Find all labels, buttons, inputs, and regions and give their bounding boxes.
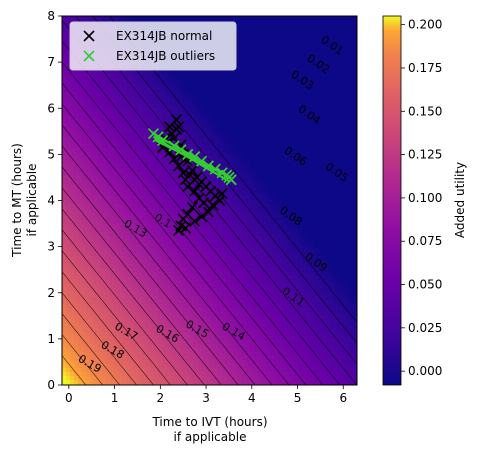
- legend-marker-normal: [83, 30, 95, 42]
- y-tick-label: 7: [47, 55, 55, 69]
- colorbar-tick-label: 0.100: [408, 191, 442, 205]
- colorbar-tick-label: 0.075: [408, 234, 442, 248]
- legend-box: [69, 21, 237, 71]
- y-axis-label-line2: if applicable: [25, 164, 39, 237]
- y-tick-label: 5: [47, 147, 55, 161]
- y-tick-label: 6: [47, 101, 55, 115]
- y-tick-label: 2: [47, 286, 55, 300]
- y-axis-ticks: 0 1 2 3 4 5 6 7 8: [47, 9, 62, 392]
- colorbar: 0.000 0.025 0.050 0.075 0.100 0.125 0.150 0.175…: [382, 15, 467, 386]
- y-tick-label: 8: [47, 9, 55, 23]
- data-point: [177, 167, 189, 179]
- data-point: [209, 163, 221, 175]
- colorbar-tick-label: 0.200: [408, 18, 442, 32]
- data-point: [202, 160, 214, 172]
- x-tick-label: 3: [202, 391, 210, 405]
- legend-marker-outliers: [83, 50, 95, 62]
- x-tick-label: 1: [111, 391, 119, 405]
- data-point: [188, 215, 201, 227]
- data-point: [186, 201, 198, 214]
- data-point: [184, 169, 196, 181]
- colorbar-tick-label: 0.050: [408, 278, 442, 292]
- y-tick-label: 3: [47, 240, 55, 254]
- x-tick-label: 2: [157, 391, 165, 405]
- scatter-markers: [147, 114, 237, 237]
- data-point: [179, 222, 192, 234]
- data-point: [221, 169, 233, 181]
- data-point: [214, 194, 226, 207]
- data-point: [195, 155, 208, 167]
- colorbar-label: Added utility: [453, 162, 467, 238]
- legend-label-outliers: EX314JB outliers: [116, 49, 215, 63]
- data-point: [188, 185, 201, 197]
- data-point: [172, 160, 185, 172]
- y-tick-label: 0: [47, 378, 55, 392]
- x-tick-label: 6: [339, 391, 347, 405]
- y-tick-label: 4: [47, 194, 55, 208]
- data-point: [188, 151, 201, 163]
- colorbar-tick-label: 0.000: [408, 364, 442, 378]
- x-tick-label: 5: [294, 391, 302, 405]
- x-axis-label: Time to IVT (hours): [151, 415, 267, 429]
- x-tick-label: 4: [248, 391, 256, 405]
- colorbar-tick-label: 0.150: [408, 104, 442, 118]
- series-outliers: [147, 127, 237, 186]
- data-point: [202, 206, 214, 218]
- colorbar-tick-label: 0.125: [408, 148, 442, 162]
- y-tick-label: 1: [47, 332, 55, 346]
- colorbar-tick-label: 0.175: [408, 61, 442, 75]
- y-axis-label: Time to MT (hours): [10, 143, 24, 258]
- data-point: [168, 153, 180, 165]
- legend-label-normal: EX314JB normal: [116, 29, 212, 43]
- colorbar-ticks: 0.000 0.025 0.050 0.075 0.100 0.125 0.150 0.175…: [401, 18, 442, 378]
- colorbar-gradient: [382, 15, 402, 386]
- x-tick-label: 0: [65, 391, 73, 405]
- data-point: [182, 181, 194, 193]
- data-point: [168, 140, 180, 152]
- data-point: [175, 144, 187, 156]
- data-point: [172, 224, 185, 237]
- data-point: [182, 148, 194, 161]
- data-point: [152, 131, 164, 143]
- data-point: [198, 197, 210, 209]
- data-point: [177, 213, 189, 225]
- data-point: [163, 121, 176, 133]
- colorbar-tick-label: 0.025: [408, 321, 442, 335]
- x-axis-ticks: 0 1 2 3 4 5 6: [65, 385, 347, 405]
- data-point: [207, 199, 219, 211]
- x-axis-label-line2: if applicable: [174, 430, 247, 444]
- data-point: [216, 187, 228, 200]
- data-point: [170, 123, 182, 135]
- data-point: [193, 178, 205, 190]
- legend: EX314JB normal EX314JB outliers: [69, 21, 237, 71]
- data-point: [195, 211, 208, 223]
